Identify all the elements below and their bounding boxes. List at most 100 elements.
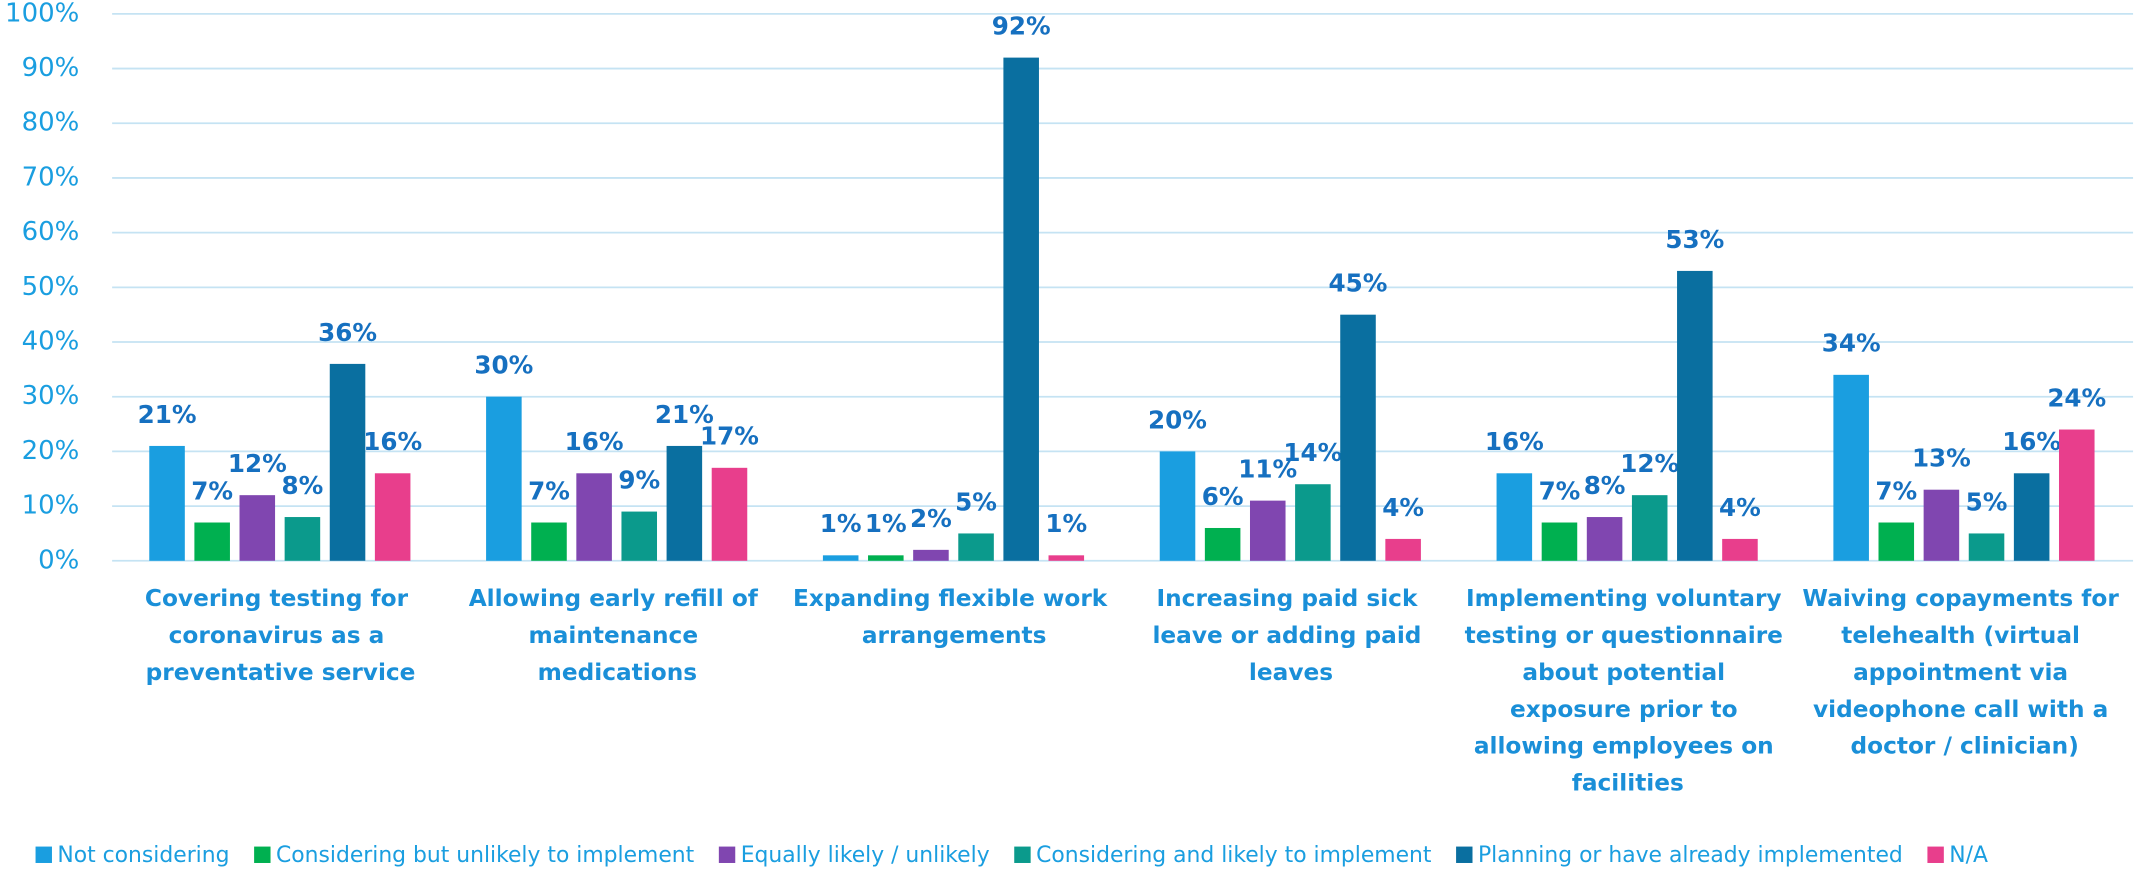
x-tick-line: facilities [1572, 769, 1684, 796]
y-tick-label: 80% [22, 108, 80, 138]
x-tick-line: Covering testing for [145, 585, 416, 612]
data-label: 9% [618, 465, 660, 494]
legend-label: N/A [1949, 843, 1988, 868]
x-tick-label: Increasing paid sick leave or adding pai… [1152, 585, 1429, 686]
bar [1048, 555, 1085, 561]
data-label: 16% [2002, 427, 2061, 456]
data-label: 92% [992, 12, 1051, 41]
x-tick-line: telehealth (virtual [1841, 622, 2088, 649]
bar [1541, 522, 1578, 561]
y-tick-label: 100% [5, 0, 79, 28]
bar [1249, 500, 1286, 561]
data-label: 8% [282, 471, 324, 500]
bar [2013, 473, 2050, 561]
y-tick-label: 50% [22, 272, 80, 302]
bar [666, 445, 703, 561]
x-tick-line: allowing employees on [1474, 732, 1782, 759]
data-label: 16% [1485, 427, 1544, 456]
x-tick-line: arrangements [862, 622, 1047, 649]
bar [868, 555, 904, 561]
y-tick-label: 90% [22, 53, 80, 83]
data-label: 4% [1719, 493, 1761, 522]
bar [822, 555, 859, 561]
x-tick-line: leave or adding paid [1152, 622, 1429, 649]
bar [1631, 495, 1668, 561]
x-tick-label: Implementing voluntary testing or questi… [1465, 585, 1791, 797]
bar [2058, 429, 2095, 561]
legend-swatch [1927, 846, 1944, 863]
bar [1496, 473, 1533, 561]
x-tick-label: Allowing early refill of maintenance med… [469, 585, 766, 686]
bar [1833, 374, 1869, 561]
data-label: 8% [1584, 471, 1626, 500]
x-tick-line: appointment via [1853, 658, 2076, 685]
legend-swatch [718, 846, 736, 863]
x-tick-line: videophone call with a [1813, 695, 2116, 722]
x-tick-label: Waiving copayments for telehealth (virtu… [1802, 585, 2126, 760]
legend-label: Not considering [57, 843, 229, 868]
bar [1340, 314, 1376, 561]
y-tick-label: 10% [22, 491, 80, 521]
bar [486, 396, 522, 561]
bar [194, 522, 230, 561]
data-label: 30% [474, 351, 533, 380]
data-label: 5% [1966, 487, 2008, 516]
y-tick-label: 20% [22, 436, 80, 466]
bar [1385, 538, 1421, 561]
data-label: 5% [955, 487, 997, 516]
y-tick-label: 30% [22, 381, 80, 411]
bar [1923, 489, 1960, 561]
bar [1677, 270, 1713, 561]
x-tick-line: Increasing paid sick [1156, 585, 1425, 612]
bar [239, 495, 276, 561]
data-label: 21% [655, 400, 714, 429]
data-label: 36% [318, 318, 377, 347]
bar [1159, 451, 1196, 561]
x-tick-line: coronavirus as a [169, 622, 393, 649]
legend-label: Considering but unlikely to implement [276, 843, 695, 868]
data-label: 16% [565, 427, 624, 456]
bar [329, 363, 366, 561]
data-label: 1% [865, 509, 907, 538]
legend-swatch [1014, 846, 1031, 863]
bar [958, 533, 994, 561]
data-label: 13% [1912, 444, 1971, 473]
bar [913, 549, 949, 561]
bar [374, 473, 411, 561]
data-label: 14% [1283, 438, 1342, 467]
x-tick-line: Expanding flexible work [793, 585, 1115, 612]
bar [576, 473, 612, 561]
data-label: 6% [1202, 482, 1244, 511]
legend-swatch [254, 846, 271, 863]
bar [149, 445, 185, 561]
bar [284, 517, 321, 561]
legend-swatch [1456, 846, 1473, 863]
x-tick-label: Covering testing for coronavirus as a pr… [145, 585, 416, 686]
y-tick-label: 0% [38, 545, 79, 575]
bar [1586, 517, 1623, 561]
legend-label: Considering and likely to implement [1036, 843, 1432, 868]
data-label: 21% [138, 400, 197, 429]
data-label: 7% [1875, 476, 1917, 505]
bar [1968, 533, 2005, 561]
bar [1204, 527, 1241, 561]
x-tick-line: Waiving copayments for [1802, 585, 2126, 612]
data-label: 12% [1620, 449, 1679, 478]
x-tick-line: testing or questionnaire [1465, 622, 1791, 649]
data-label: 34% [1822, 329, 1881, 358]
x-tick-line: preventative service [146, 658, 416, 685]
bar [1722, 538, 1758, 561]
data-label: 17% [700, 422, 759, 451]
bar [1878, 522, 1915, 561]
data-label: 53% [1665, 225, 1724, 254]
data-label: 11% [1238, 455, 1297, 484]
bar [531, 522, 567, 561]
bar [711, 467, 748, 561]
x-tick-line: medications [538, 658, 697, 685]
data-label: 45% [1329, 269, 1388, 298]
data-label: 24% [2047, 383, 2106, 412]
data-label: 2% [910, 504, 952, 533]
x-tick-label: Expanding flexible work arrangements [793, 585, 1115, 649]
legend-swatch [35, 846, 52, 863]
